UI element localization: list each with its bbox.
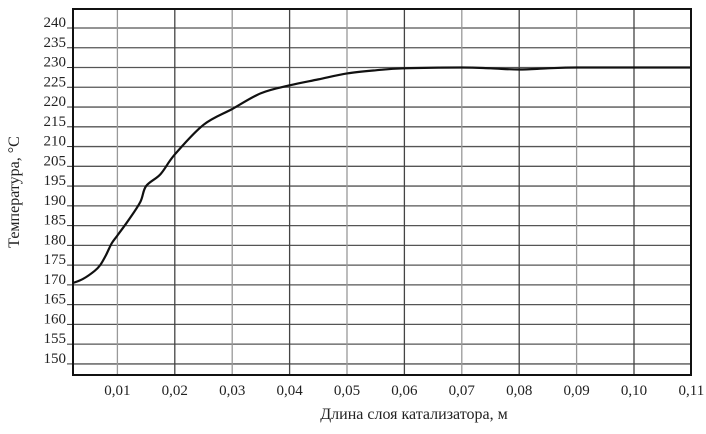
y-tick-label: 185 bbox=[44, 213, 67, 229]
x-tick-label: 0,06 bbox=[391, 383, 418, 399]
x-tick-label: 0,01 bbox=[104, 383, 130, 399]
y-tick-label: 190 bbox=[44, 193, 67, 209]
y-tick-label: 165 bbox=[44, 292, 67, 308]
x-axis-title: Длина слоя катализатора, м bbox=[320, 406, 507, 423]
plot-frame bbox=[72, 8, 692, 376]
y-tick-label: 215 bbox=[44, 114, 67, 130]
x-tick-labels: 0,01 0,02 0,03 0,04 0,05 0,06 0,07 0,08 0,09 0,10… bbox=[104, 383, 704, 399]
y-tick-label: 180 bbox=[44, 232, 67, 248]
y-tick-label: 175 bbox=[44, 252, 67, 268]
y-tick-label: 170 bbox=[44, 272, 67, 288]
y-tick-label: 205 bbox=[44, 153, 67, 169]
y-tick-label: 210 bbox=[44, 134, 67, 150]
x-tick-label: 0,05 bbox=[334, 383, 360, 399]
x-tick-label: 0,02 bbox=[162, 383, 188, 399]
x-tick-label: 0,11 bbox=[679, 383, 705, 399]
y-tick-label: 220 bbox=[44, 94, 67, 110]
y-tick-label: 225 bbox=[44, 74, 67, 90]
grid bbox=[67, 9, 691, 375]
x-tick-label: 0,08 bbox=[506, 383, 532, 399]
y-tick-label: 235 bbox=[44, 35, 67, 51]
x-tick-label: 0,09 bbox=[563, 383, 589, 399]
y-tick-label: 160 bbox=[44, 311, 67, 327]
x-tick-label: 0,10 bbox=[621, 383, 647, 399]
x-tick-label: 0,04 bbox=[276, 383, 303, 399]
y-axis-title: Температура, °C bbox=[6, 136, 23, 248]
temperature-curve bbox=[72, 66, 692, 284]
x-tick-label: 0,07 bbox=[449, 383, 476, 399]
x-tick-label: 0,03 bbox=[219, 383, 245, 399]
y-tick-labels: 240 235 230 225 220 215 210 205 195 190 185 180 175 1… bbox=[44, 15, 67, 367]
y-tick-label: 155 bbox=[44, 331, 67, 347]
y-tick-label: 150 bbox=[44, 351, 67, 367]
y-tick-label: 195 bbox=[44, 173, 67, 189]
y-tick-label: 230 bbox=[44, 55, 67, 71]
y-tick-label: 240 bbox=[44, 15, 67, 31]
